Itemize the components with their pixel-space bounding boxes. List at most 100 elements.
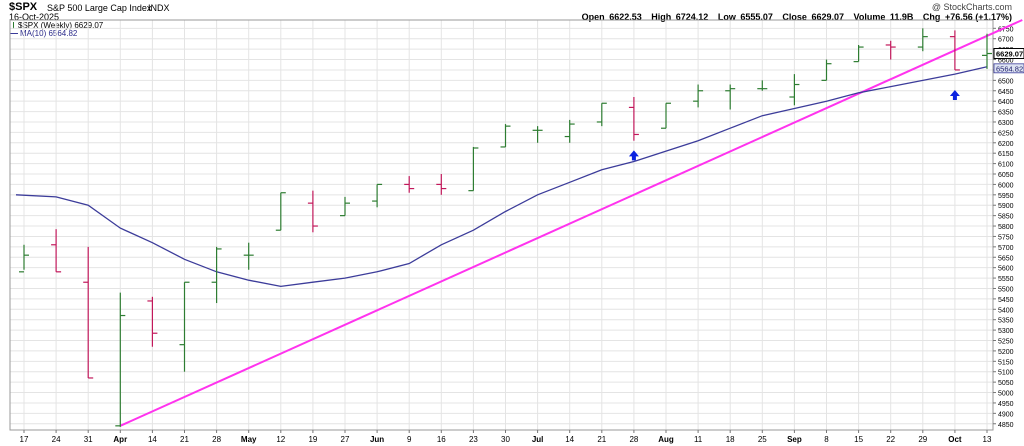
- legend-ma-label: MA(10) 6564.82: [20, 29, 78, 38]
- y-tick-label: 4950: [998, 401, 1014, 408]
- ohlc-bar: [404, 176, 415, 193]
- ohlc-bar: [500, 124, 511, 148]
- y-tick-label: 6500: [998, 78, 1014, 85]
- x-tick-label: 23: [469, 435, 478, 444]
- ohlc-summary: Open 6622.53 High 6724.12 Low 6555.07 Cl…: [575, 12, 1012, 22]
- y-tick-label: 5850: [998, 214, 1014, 221]
- x-tick-label: 9: [407, 435, 412, 444]
- x-tick-label: 19: [308, 435, 317, 444]
- ohlc-bar: [564, 119, 575, 143]
- index-name: S&P 500 Large Cap Index: [47, 3, 152, 13]
- y-tick-label: 5300: [998, 328, 1014, 335]
- x-tick-label: Aug: [658, 435, 674, 444]
- ohlc-bar: [115, 292, 126, 427]
- y-tick-label: 5600: [998, 266, 1014, 273]
- ohlc-bar: [51, 229, 62, 273]
- change-value: +76.56 (+1.17%): [944, 12, 1012, 22]
- ohlc-bar: [693, 84, 704, 108]
- y-tick-label: 5650: [998, 255, 1014, 262]
- y-tick-label: 5100: [998, 370, 1014, 377]
- ohlc-bar: [628, 97, 639, 141]
- ohlc-bar: [372, 183, 383, 208]
- ohlc-bar: [532, 126, 543, 143]
- y-tick-label: 5150: [998, 359, 1014, 366]
- y-tick-label: 5950: [998, 193, 1014, 200]
- ma-line-icon: [10, 33, 18, 35]
- x-tick-label: 27: [341, 435, 350, 444]
- y-tick-label: 4900: [998, 411, 1014, 418]
- ohlc-bar: [83, 246, 94, 379]
- chart-date: 16-Oct-2025: [9, 12, 60, 22]
- x-tick-label: Oct: [948, 435, 962, 444]
- ohlc-bar: [147, 296, 158, 347]
- y-tick-label: 5200: [998, 349, 1014, 356]
- y-tick-label: 6200: [998, 141, 1014, 148]
- ohlc-bar: [243, 242, 254, 270]
- x-tick-label: Jul: [532, 435, 544, 444]
- y-tick-label: 5550: [998, 276, 1014, 283]
- x-tick-label: 21: [180, 435, 189, 444]
- legend-price-label: $SPX (Weekly) 6629.07: [18, 21, 104, 30]
- ohlc-bar: [885, 40, 896, 60]
- ohlc-bar: [757, 80, 768, 91]
- low-value: 6555.07: [740, 12, 773, 22]
- y-tick-label: 5400: [998, 307, 1014, 314]
- x-tick-label: Sep: [787, 435, 802, 444]
- x-tick-label: Jun: [370, 435, 384, 444]
- high-value: 6724.12: [675, 12, 709, 22]
- x-tick-label: 11: [694, 435, 703, 444]
- ohlc-bar: [725, 84, 736, 110]
- last-price-label: 6629.07: [996, 50, 1023, 59]
- x-tick-label: 25: [758, 435, 767, 444]
- x-tick-label: May: [241, 435, 257, 444]
- ohlc-bar: [211, 246, 222, 304]
- close-label: Close: [782, 12, 807, 22]
- watermark: @ StockCharts.com: [931, 2, 1012, 12]
- last-price-box: [993, 48, 1024, 60]
- ohlc-bar: [982, 33, 992, 69]
- ohlc-bar: [661, 102, 671, 129]
- y-tick-label: 5800: [998, 224, 1014, 231]
- x-tick-label: Apr: [113, 435, 127, 444]
- y-tick-label: 5700: [998, 245, 1014, 252]
- ohlc-bar: [468, 146, 479, 192]
- volume-label: Volume: [853, 12, 886, 22]
- ohlc-bar: [19, 244, 29, 273]
- y-tick-label: 6050: [998, 172, 1014, 179]
- x-tick-label: 13: [983, 435, 992, 444]
- plot-frame: [9, 19, 994, 431]
- x-tick-label: 21: [597, 435, 606, 444]
- ohlc-bar: [949, 30, 960, 71]
- y-tick-label: 6000: [998, 182, 1014, 189]
- x-tick-label: 24: [52, 435, 61, 444]
- y-tick-label: 6600: [998, 58, 1014, 65]
- x-tick-label: 28: [629, 435, 638, 444]
- y-tick-label: 5000: [998, 391, 1014, 398]
- x-tick-label: 16: [437, 435, 446, 444]
- y-tick-label: 5250: [998, 339, 1014, 346]
- y-tick-label: 5050: [998, 380, 1014, 387]
- x-tick-label: 17: [20, 435, 29, 444]
- ohlc-bar: [789, 74, 800, 106]
- exchange-label: INDX: [148, 3, 170, 13]
- ohlc-bar: [340, 196, 350, 217]
- y-tick-label: 5450: [998, 297, 1014, 304]
- ohlc-bar: [436, 174, 447, 195]
- ma-line: [15, 66, 988, 288]
- ohlc-bar: [596, 102, 607, 127]
- ohlc-bar: [179, 281, 190, 372]
- y-tick-label: 6750: [998, 26, 1014, 33]
- x-tick-label: 30: [501, 435, 510, 444]
- ohlc-bar: [821, 59, 832, 81]
- open-label: Open: [581, 12, 605, 22]
- x-tick-label: 18: [726, 435, 735, 444]
- ohlc-bar: [307, 190, 318, 233]
- ma-value-box: [993, 63, 1024, 74]
- y-tick-label: 5500: [998, 286, 1014, 293]
- y-tick-label: 6450: [998, 89, 1014, 96]
- low-label: Low: [717, 12, 736, 22]
- y-tick-label: 6100: [998, 162, 1014, 169]
- x-tick-label: 29: [918, 435, 927, 444]
- high-label: High: [651, 12, 672, 22]
- y-tick-label: 5350: [998, 318, 1014, 325]
